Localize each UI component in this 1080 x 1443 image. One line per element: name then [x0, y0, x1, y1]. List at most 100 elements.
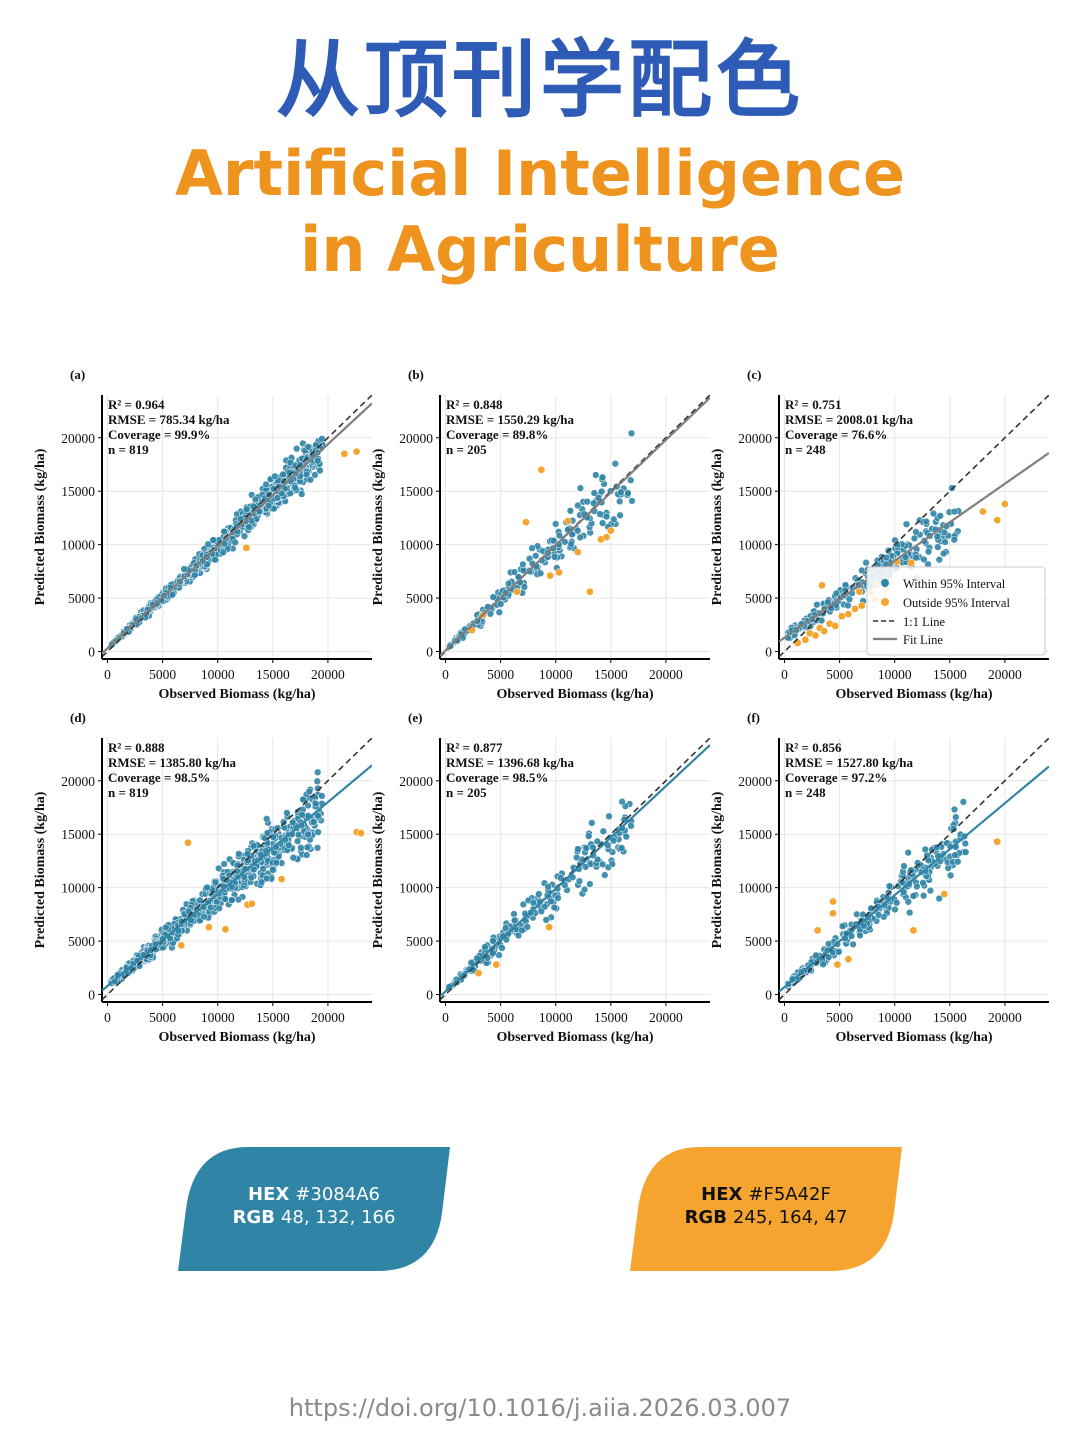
panel-label: (f) — [747, 710, 760, 725]
stat-text: R² = 0.848 — [446, 397, 503, 412]
panel-label: (b) — [408, 367, 424, 382]
data-point-within — [313, 777, 321, 785]
stat-text: n = 819 — [108, 785, 149, 800]
data-point-outside — [513, 587, 521, 596]
data-point-within — [935, 894, 943, 903]
data-point-within — [289, 818, 297, 827]
rgb-label: RGB — [684, 1207, 727, 1228]
y-tick-label: 5000 — [406, 591, 433, 606]
stat-text: RMSE = 1527.80 kg/ha — [785, 755, 914, 770]
data-point-within — [291, 484, 299, 492]
data-point-within — [593, 855, 602, 864]
data-point-within — [302, 470, 311, 479]
data-point-within — [293, 837, 302, 845]
data-point-within — [304, 830, 312, 839]
data-point-within — [959, 798, 968, 806]
data-point-within — [898, 878, 906, 887]
data-point-within — [576, 533, 584, 542]
stat-text: n = 205 — [446, 442, 487, 457]
y-tick-label: 20000 — [738, 431, 772, 446]
data-point-within — [913, 882, 921, 891]
data-point-within — [245, 523, 253, 531]
data-point-within — [262, 480, 270, 489]
data-point-within — [845, 595, 854, 603]
data-point-within — [856, 931, 864, 940]
data-point-within — [885, 882, 894, 890]
data-point-within — [213, 898, 221, 906]
data-point-within — [621, 815, 629, 824]
x-axis-title: Observed Biomass (kg/ha) — [496, 687, 653, 702]
y-tick-label: 15000 — [61, 484, 95, 499]
scatter-plot-grid: 0 5000 10000 15000 20000 0 5000 10000 15000 20000… — [33, 367, 1049, 1045]
x-tick-label: 0 — [781, 667, 788, 682]
data-point-within — [616, 497, 624, 506]
data-point-within — [162, 923, 170, 932]
x-tick-label: 20000 — [649, 667, 683, 682]
fit-line — [779, 452, 1049, 643]
data-point-outside — [357, 829, 365, 837]
x-tick-label: 20000 — [311, 667, 345, 682]
data-point-outside — [801, 635, 810, 644]
data-point-within — [824, 940, 833, 948]
stat-text: R² = 0.877 — [446, 740, 503, 755]
data-point-within — [240, 873, 248, 881]
data-point-within — [924, 856, 933, 865]
data-point-within — [946, 871, 955, 880]
data-point-within — [204, 540, 212, 548]
data-point-within — [936, 512, 944, 520]
data-point-within — [542, 916, 550, 924]
data-point-outside — [545, 923, 553, 932]
x-tick-label: 10000 — [201, 1010, 235, 1025]
data-point-within — [536, 569, 545, 577]
data-point-within — [228, 896, 236, 904]
data-point-within — [627, 822, 635, 830]
data-point-within — [891, 905, 899, 914]
y-tick-label: 20000 — [399, 431, 433, 446]
data-point-within — [293, 445, 301, 453]
panel-label: (a) — [70, 367, 85, 382]
legend-label-one-to-one: 1:1 Line — [903, 615, 945, 629]
page-title-english: Artificial Intelligence in Agriculture — [0, 136, 1080, 288]
data-point-outside — [546, 571, 555, 580]
data-point-outside — [184, 838, 192, 847]
data-point-within — [904, 898, 912, 906]
data-point-within — [535, 890, 543, 898]
data-point-outside — [221, 925, 230, 934]
y-tick-label: 0 — [426, 645, 433, 660]
data-point-within — [489, 593, 497, 601]
data-point-within — [318, 792, 326, 800]
data-point-within — [269, 866, 277, 874]
data-point-within — [924, 548, 933, 556]
data-point-within — [495, 608, 503, 616]
data-point-within — [581, 863, 590, 871]
data-point-within — [215, 904, 223, 912]
x-tick-label: 5000 — [149, 667, 176, 682]
data-point-within — [514, 931, 523, 940]
data-point-within — [849, 940, 857, 948]
data-point-within — [599, 860, 607, 869]
swatch-shape-orange — [630, 1147, 902, 1271]
data-point-within — [574, 527, 582, 535]
data-point-outside — [829, 897, 837, 906]
data-point-within — [278, 489, 286, 498]
title-line-1: Artificial Intelligence — [174, 137, 906, 210]
stat-text: Coverage = 76.6% — [785, 427, 887, 442]
data-point-within — [583, 498, 591, 506]
data-point-within — [220, 527, 228, 536]
data-point-within — [912, 528, 920, 536]
data-point-within — [312, 799, 320, 808]
scatter-panel-2: 0 5000 10000 15000 20000 0 5000 10000 15000 20000… — [371, 367, 710, 702]
doi-link[interactable]: https://doi.org/10.1016/j.aiia.2026.03.0… — [288, 1394, 792, 1422]
data-point-within — [298, 490, 306, 498]
y-tick-label: 5000 — [68, 934, 95, 949]
x-tick-label: 10000 — [878, 667, 912, 682]
data-point-within — [812, 951, 820, 959]
legend-swatch-outside — [881, 598, 889, 606]
legend-label-within: Within 95% Interval — [903, 577, 1006, 591]
data-point-within — [910, 534, 919, 543]
one-to-one-line — [440, 738, 710, 1001]
panel-label: (e) — [408, 710, 422, 725]
data-point-within — [860, 922, 868, 930]
x-tick-label: 5000 — [826, 667, 853, 682]
x-tick-label: 15000 — [256, 667, 290, 682]
